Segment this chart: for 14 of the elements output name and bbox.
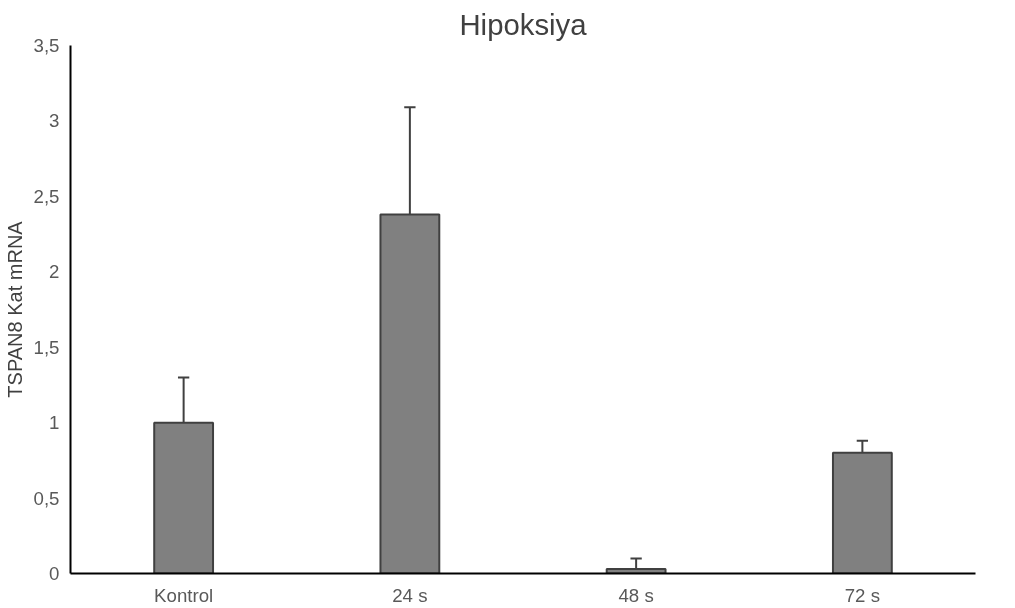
chart-title: Hipoksiya (459, 7, 588, 41)
y-tick-label: 0 (49, 563, 60, 584)
x-tick-label: 24 s (392, 584, 428, 606)
y-tick-label: 1,5 (33, 336, 60, 358)
x-tick-label: 48 s (618, 584, 654, 606)
y-tick-label: 3 (49, 110, 60, 132)
y-tick-label: 1 (49, 412, 60, 434)
x-tick-label: 72 s (844, 584, 881, 606)
y-tick-label: 2,5 (33, 185, 60, 207)
x-tick-label: Kontrol (154, 584, 214, 606)
y-axis-title: TSPAN8 Kat mRNA (3, 220, 26, 398)
y-tick-label: 2 (49, 261, 60, 283)
y-tick-label: 0,5 (33, 487, 60, 509)
y-tick-label: 3,5 (33, 35, 60, 56)
